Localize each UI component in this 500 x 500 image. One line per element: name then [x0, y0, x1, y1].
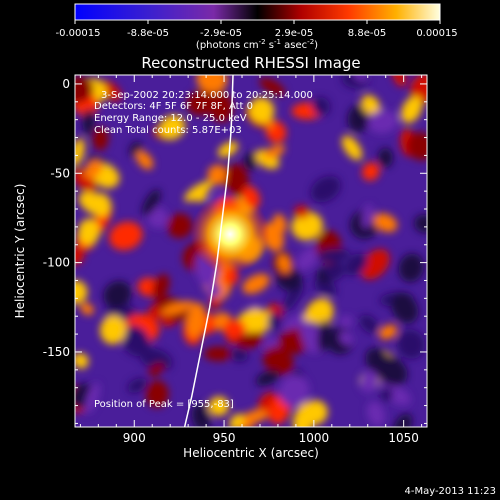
y-tick-label: -150 [43, 345, 70, 359]
plot-frame [74, 74, 428, 428]
colorbar: -0.00015 -8.8e-05 -2.9e-05 2.9e-05 8.8e-05 0.… [56, 3, 458, 51]
generated-date: 4-May-2013 11:23 [404, 486, 496, 497]
x-tick-label: 1000 [299, 431, 330, 445]
colorbar-tick-label: -2.9e-05 [200, 28, 242, 39]
colorbar-ticks: -0.00015 -8.8e-05 -2.9e-05 2.9e-05 8.8e-05 0.… [56, 20, 458, 39]
chart-title: Reconstructed RHESSI Image [141, 54, 360, 72]
x-tick-label: 950 [213, 431, 236, 445]
colorbar-tick-label: -0.00015 [56, 28, 101, 39]
solar-limb-line [183, 75, 234, 427]
peak-source [190, 194, 271, 275]
y-tick-label: -50 [50, 166, 70, 180]
y-tick-label: 0 [62, 77, 70, 91]
axis-ticks: 900 950 1000 1050 0 -50 -100 -150 [43, 75, 427, 445]
energy-range-text: Energy Range: 12.0 - 25.0 keV [94, 113, 247, 124]
y-tick-label: -100 [43, 256, 70, 270]
clean-counts-text: Clean Total counts: 5.87E+03 [94, 125, 242, 136]
time-range-text: 3-Sep-2002 20:23:14.000 to 20:25:14.000 [101, 90, 313, 101]
colorbar-gradient [74, 3, 441, 21]
heatmap-image [75, 75, 427, 427]
colorbar-tick-label: -8.8e-05 [127, 28, 169, 39]
x-tick-label: 900 [123, 431, 146, 445]
x-axis-label: Heliocentric X (arcsec) [183, 446, 319, 460]
colorbar-unit-label: (photons cm-2 s-1 asec-2) [196, 38, 318, 51]
x-tick-label: 1050 [388, 431, 419, 445]
y-axis-label: Heliocentric Y (arcsec) [13, 184, 27, 319]
annotations: 3-Sep-2002 20:23:14.000 to 20:25:14.000 … [94, 90, 313, 410]
detectors-text: Detectors: 4F 5F 6F 7F 8F, Att 0 [94, 101, 253, 112]
peak-position-text: Position of Peak = [955,-83] [94, 399, 234, 410]
colorbar-tick-label: 2.9e-05 [275, 28, 313, 39]
colorbar-tick-label: 8.8e-05 [348, 28, 386, 39]
colorbar-tick-label: 0.00015 [416, 28, 457, 39]
